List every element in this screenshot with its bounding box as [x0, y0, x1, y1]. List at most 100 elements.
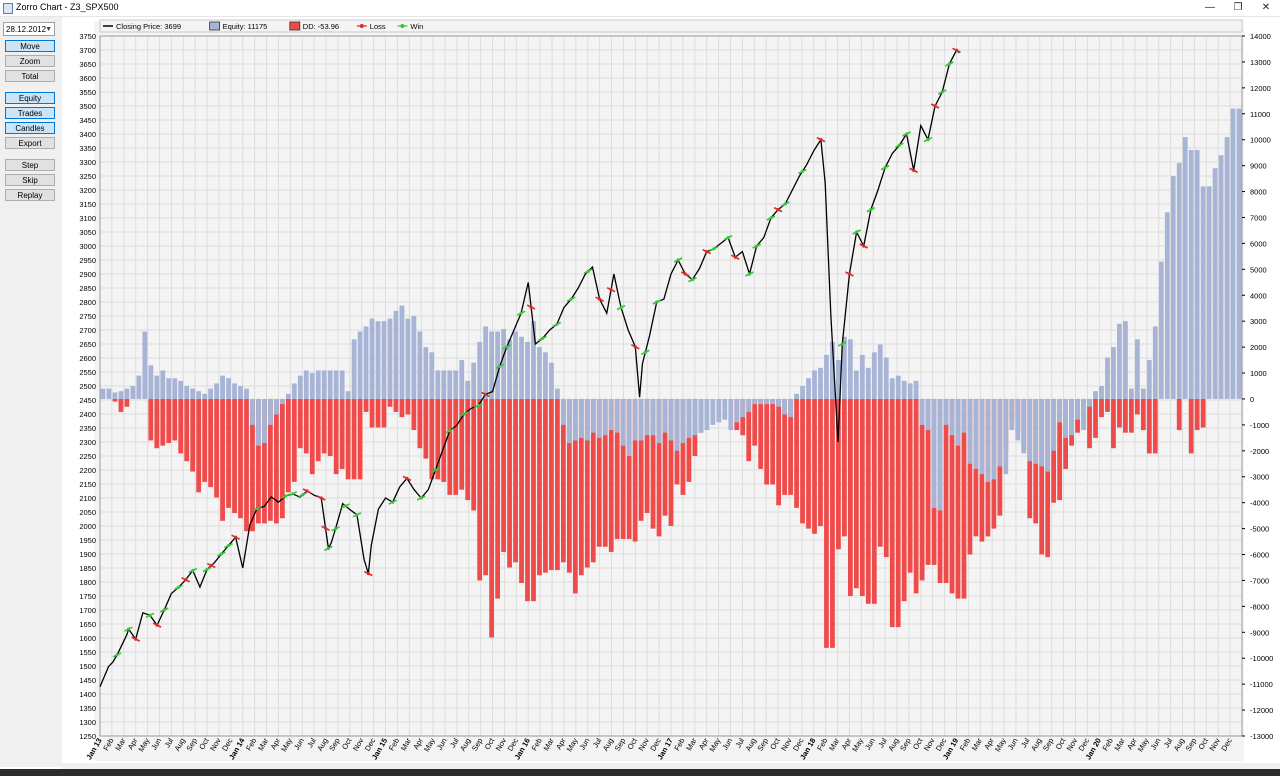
win-marker: [326, 546, 330, 551]
y-left-tick-label: 2700: [79, 326, 96, 335]
drawdown-bar: [537, 398, 542, 576]
equity-bar: [925, 398, 931, 431]
equity-bar: [572, 398, 578, 441]
y-right-tick-label: -4000: [1250, 499, 1269, 508]
y-left-tick-label: 3000: [79, 242, 96, 251]
close-button[interactable]: ✕: [1261, 2, 1271, 13]
drawdown-bar: [1194, 398, 1200, 431]
drawdown-bar: [1146, 398, 1152, 454]
drawdown-bar: [680, 398, 686, 495]
equity-bar: [740, 398, 746, 418]
y-left-tick-label: 2400: [79, 410, 96, 419]
equity-bar: [327, 370, 333, 399]
equity-bar: [1182, 137, 1188, 399]
drawdown-bar: [1117, 398, 1122, 428]
x-tick-label: Jun: [1006, 737, 1020, 752]
legend-label: Equity: 11175: [223, 22, 268, 31]
drawdown-bar: [925, 398, 931, 565]
equity-bar: [1140, 388, 1146, 399]
minimize-button[interactable]: —: [1205, 2, 1215, 13]
candles-button[interactable]: Candles: [5, 122, 55, 134]
loss-marker: [912, 168, 916, 172]
equity-bar: [614, 398, 620, 433]
equity-bars: [100, 108, 1242, 511]
equity-bar: [967, 398, 973, 464]
drawdown-bar: [297, 398, 303, 449]
equity-bar: [345, 391, 351, 399]
x-tick-label: Feb: [530, 737, 544, 753]
win-marker: [391, 500, 395, 504]
trades-button[interactable]: Trades: [5, 107, 55, 119]
x-tick-label: Feb: [101, 737, 115, 753]
x-tick-label: Aug: [744, 737, 758, 753]
date-dropdown[interactable]: 28.12.2012 ▼: [3, 22, 55, 36]
win-marker: [519, 311, 523, 315]
x-tick-label: Nov: [1065, 736, 1080, 752]
drawdown-bar: [572, 398, 578, 594]
equity-bar: [716, 398, 722, 423]
y-right-tick-label: 8000: [1250, 188, 1267, 197]
drawdown-bar: [913, 398, 919, 594]
equity-bar: [859, 354, 865, 399]
equity-bar: [758, 398, 764, 405]
equity-bar: [602, 398, 608, 436]
equity-bar: [1134, 339, 1140, 399]
equity-bar: [525, 341, 530, 399]
drawdown-bar: [764, 398, 770, 485]
legend-label: Win: [410, 22, 423, 31]
drawdown-bar: [190, 398, 196, 472]
restore-button[interactable]: ❐: [1233, 2, 1243, 13]
equity-bar: [1146, 360, 1152, 399]
equity-bar: [339, 370, 345, 399]
equity-bar: [184, 386, 190, 399]
x-tick-label: Feb: [958, 737, 972, 753]
win-marker: [343, 504, 348, 508]
loss-marker: [819, 138, 823, 142]
zoom-button[interactable]: Zoom: [5, 55, 55, 67]
y-right-tick-label: -13000: [1250, 732, 1273, 741]
legend-label: DD: -53.96: [303, 22, 339, 31]
export-button[interactable]: Export: [5, 137, 55, 149]
drawdown-bar: [549, 398, 554, 571]
step-button[interactable]: Step: [5, 159, 55, 171]
replay-button[interactable]: Replay: [5, 189, 55, 201]
skip-button[interactable]: Skip: [5, 174, 55, 186]
equity-bar: [806, 378, 811, 399]
equity-bar: [674, 398, 680, 451]
y-left-tick-label: 2850: [79, 284, 96, 293]
drawdown-bar: [429, 398, 435, 480]
y-right-tick-label: -6000: [1250, 551, 1269, 560]
equity-bar: [309, 373, 315, 399]
equity-bar: [495, 331, 500, 399]
drawdown-bar: [824, 398, 829, 648]
total-button[interactable]: Total: [5, 70, 55, 82]
loss-marker: [933, 104, 937, 108]
move-button[interactable]: Move: [5, 40, 55, 52]
equity-bar: [973, 398, 979, 469]
drawdown-bar: [782, 398, 787, 495]
equity-bar: [1128, 388, 1134, 399]
x-tick-label: Jul: [305, 736, 318, 749]
y-right-tick-label: 7000: [1250, 213, 1267, 222]
x-tick-label: Jul: [591, 736, 604, 749]
win-marker: [869, 208, 873, 212]
drawdown-bar: [256, 398, 261, 524]
equity-button[interactable]: Equity: [5, 92, 55, 104]
win-marker: [947, 62, 951, 66]
drawdown-bar: [160, 398, 166, 446]
equity-bar: [578, 398, 584, 438]
y-right-tick-label: -9000: [1250, 628, 1269, 637]
y-left-tick-label: 2300: [79, 438, 96, 447]
drawdown-bar: [333, 398, 339, 475]
equity-bar: [644, 398, 650, 436]
y-right-tick-label: -7000: [1250, 576, 1269, 585]
drawdown-bar: [1128, 398, 1134, 433]
horizontal-scrollbar[interactable]: [62, 763, 1280, 769]
drawdown-bar: [208, 398, 214, 488]
win-marker: [255, 507, 259, 511]
loss-marker: [319, 496, 323, 500]
y-left-tick-label: 2950: [79, 256, 96, 265]
drawdown-bar: [1188, 398, 1194, 454]
equity-bar: [1111, 347, 1116, 399]
